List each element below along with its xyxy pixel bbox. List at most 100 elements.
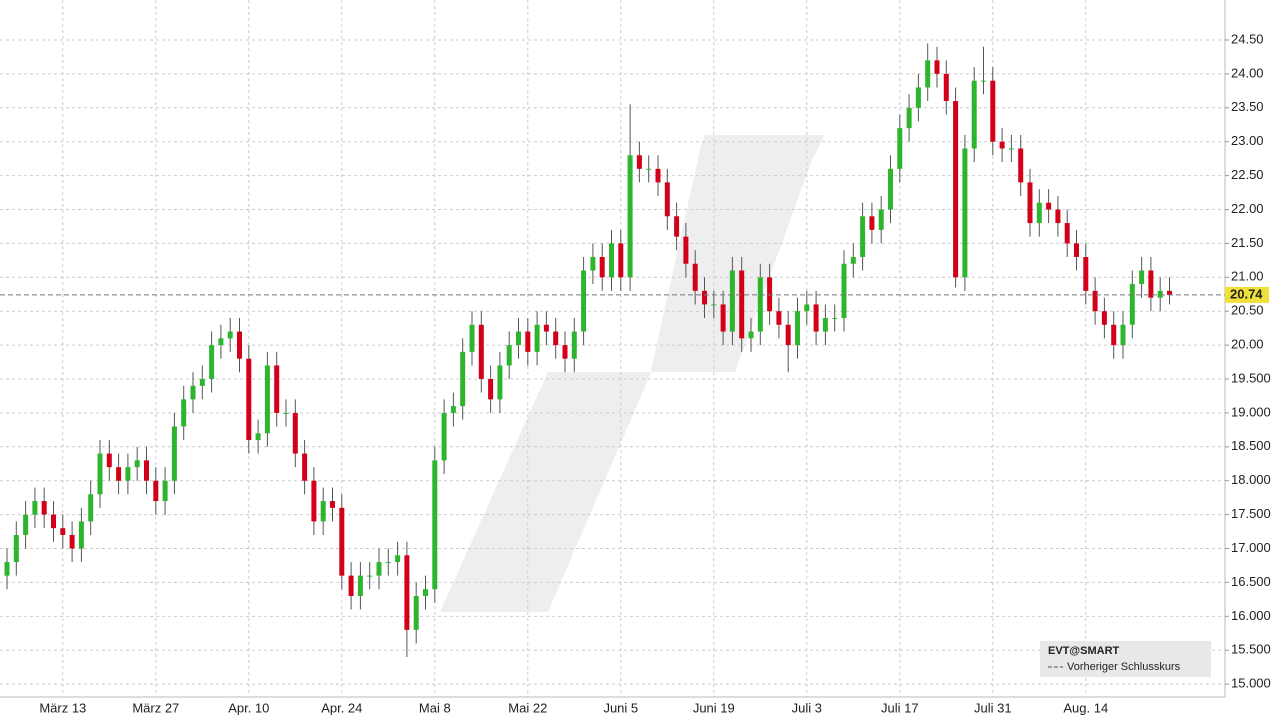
candle-body (1008, 148, 1014, 150)
x-tick-label: März 13 (39, 700, 86, 715)
candle-body (534, 324, 540, 352)
candle-body (23, 514, 29, 535)
candle-body (664, 182, 670, 217)
candle-body (1018, 148, 1024, 183)
x-tick-label: Apr. 10 (228, 700, 269, 715)
candle-body (413, 595, 419, 630)
candle-body (51, 514, 56, 529)
y-tick-label: 17.500 (1231, 506, 1271, 521)
candle-body (1036, 202, 1042, 224)
y-tick-label: 18.500 (1231, 438, 1271, 453)
candle-body (302, 453, 308, 481)
watermark (440, 135, 825, 612)
candle-body (469, 324, 475, 352)
candle-body (162, 480, 168, 502)
candle-body (441, 412, 447, 461)
candle-body (990, 80, 996, 142)
candle-body (478, 324, 484, 380)
candle-body (674, 216, 680, 237)
candle-body (702, 290, 707, 305)
candle-body (869, 216, 875, 230)
x-tick-label: Aug. 14 (1063, 700, 1108, 715)
candle-body (841, 263, 847, 318)
candle-body (13, 534, 19, 563)
candle-body (599, 256, 605, 278)
candle-body (581, 270, 587, 332)
candle-body (1027, 182, 1033, 224)
candle-body (543, 324, 549, 332)
y-tick-label: 23.00 (1231, 133, 1264, 148)
candle-body (144, 460, 149, 481)
x-tick-label: März 27 (132, 700, 179, 715)
y-tick-label: 19.000 (1231, 404, 1271, 419)
candle-body (1046, 202, 1052, 210)
candle-body (971, 80, 977, 149)
candle-body (423, 589, 428, 596)
candle-body (292, 412, 298, 454)
candle-body (618, 243, 624, 278)
x-tick-label: Juni 5 (603, 700, 638, 715)
candle-body (999, 141, 1005, 149)
candle-body (78, 521, 84, 549)
candle-body (450, 406, 456, 413)
candle-body (636, 155, 642, 169)
y-tick-label: 20.50 (1231, 303, 1264, 318)
candle-body (711, 304, 717, 306)
x-tick-label: Juli 17 (881, 700, 919, 715)
candle-body (962, 148, 968, 278)
candle-body (432, 460, 438, 590)
candle-body (69, 534, 75, 549)
candle-body (88, 494, 94, 522)
candle-body (1148, 270, 1154, 298)
candle-body (627, 155, 633, 278)
candle-body (264, 365, 270, 434)
y-tick-label: 20.00 (1231, 337, 1264, 352)
candle-body (237, 331, 242, 359)
y-tick-label: 24.50 (1231, 31, 1264, 46)
candle-body (1101, 311, 1107, 325)
candle-body (1129, 284, 1135, 325)
candle-body (134, 460, 140, 468)
candle-body (460, 351, 466, 407)
candle-body (1120, 324, 1126, 346)
candle-body (915, 87, 921, 108)
candle-body (274, 365, 280, 413)
candle-body (683, 236, 689, 264)
candle-body (199, 379, 205, 386)
y-tick-label: 19.500 (1231, 370, 1271, 385)
y-tick-label: 15.500 (1231, 642, 1271, 657)
candle-body (757, 277, 763, 332)
y-tick-label: 17.000 (1231, 540, 1271, 555)
candle-body (878, 209, 884, 230)
y-tick-label: 21.00 (1231, 269, 1264, 284)
candle-body (1139, 270, 1145, 285)
candle-body (571, 331, 577, 359)
candle-body (813, 304, 819, 332)
candle-body (1064, 223, 1070, 244)
candle-body (925, 60, 931, 88)
x-tick-label: Juni 19 (693, 700, 735, 715)
candle-body (311, 480, 317, 522)
candle-body (330, 501, 335, 508)
candle-body (497, 365, 503, 400)
y-tick-label: 22.50 (1231, 167, 1264, 182)
candle-body (934, 60, 940, 74)
candle-body (181, 399, 187, 427)
candle-body (348, 575, 354, 596)
candle-body (655, 168, 661, 183)
candle-body (218, 338, 224, 346)
candle-body (776, 311, 782, 325)
candle-body (125, 467, 131, 481)
y-tick-label: 23.50 (1231, 99, 1264, 114)
candle-body (822, 317, 828, 332)
candle-body (748, 331, 754, 339)
y-tick-label: 22.00 (1231, 201, 1264, 216)
candle-body (488, 379, 494, 400)
candle-body (609, 243, 614, 278)
candle-body (562, 345, 568, 359)
y-tick-label: 16.500 (1231, 574, 1271, 589)
candle-body (171, 426, 177, 481)
legend-symbol: EVT@SMART (1048, 645, 1120, 657)
candle-body (60, 528, 66, 535)
candle-body (860, 216, 866, 257)
